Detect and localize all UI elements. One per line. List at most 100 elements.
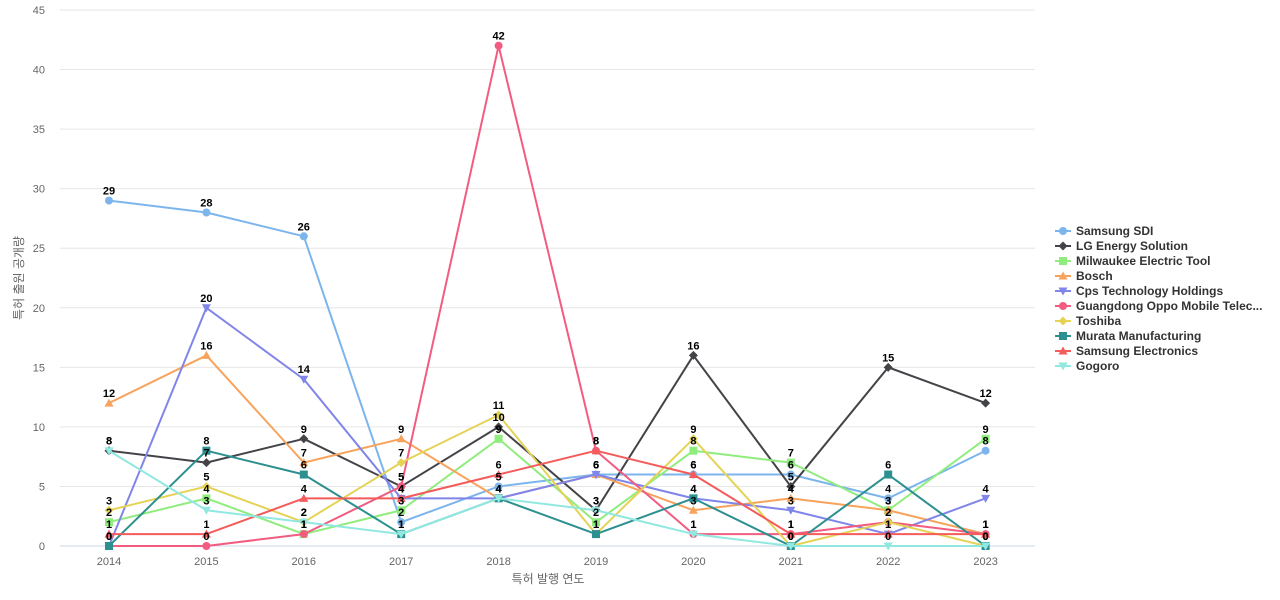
data-point (981, 398, 991, 408)
data-label: 5 (203, 471, 209, 483)
data-point (202, 542, 211, 550)
data-label: 2 (301, 507, 307, 519)
legend-marker (1058, 346, 1068, 355)
data-label: 0 (106, 531, 112, 543)
data-point (883, 362, 893, 372)
data-point (981, 446, 990, 455)
data-label: 6 (690, 460, 696, 472)
data-point (396, 493, 406, 502)
x-tick-label: 2022 (876, 556, 900, 568)
data-point (688, 350, 698, 360)
data-label: 1 (690, 519, 696, 531)
legend-item[interactable]: Gogoro (1055, 359, 1119, 373)
data-label: 3 (398, 495, 404, 507)
legend-marker (1059, 257, 1067, 265)
data-label: 2 (885, 507, 891, 519)
data-label: 3 (593, 495, 599, 507)
data-point (688, 530, 698, 539)
data-point (201, 350, 211, 359)
y-tick-label: 10 (33, 422, 45, 434)
legend-label: Samsung Electronics (1076, 344, 1198, 358)
y-tick-label: 35 (33, 124, 45, 136)
data-label: 6 (593, 460, 599, 472)
data-label: 1 (885, 519, 891, 531)
data-label: 3 (885, 495, 891, 507)
data-label: 10 (492, 412, 504, 424)
data-point (397, 482, 406, 491)
series-line (108, 449, 987, 547)
data-label: 8 (593, 436, 599, 448)
data-point (884, 494, 893, 503)
data-point (786, 506, 796, 515)
series-line (108, 449, 986, 547)
data-label: 4 (690, 483, 697, 495)
data-label: 1 (983, 519, 989, 531)
legend-marker (1058, 316, 1068, 326)
legend-item[interactable]: LG Energy Solution (1055, 239, 1188, 253)
data-label: 26 (298, 221, 310, 233)
data-point (201, 506, 211, 515)
x-tick-label: 2021 (779, 556, 803, 568)
legend-item[interactable]: Toshiba (1055, 314, 1121, 328)
y-tick-label: 15 (33, 362, 45, 374)
legend-item[interactable]: Cps Technology Holdings (1055, 284, 1223, 298)
y-tick-label: 45 (33, 5, 45, 17)
data-point (883, 529, 893, 538)
y-tick-label: 25 (33, 243, 45, 255)
legend-label: Toshiba (1076, 314, 1121, 328)
legend-item[interactable]: Murata Manufacturing (1055, 329, 1201, 343)
data-label: 7 (301, 448, 307, 460)
data-label: 4 (496, 483, 503, 495)
data-label: 2 (106, 507, 112, 519)
data-point (299, 470, 308, 479)
y-axis-ticks: 0 5 10 15 20 25 30 35 40 45 (33, 5, 45, 553)
legend-item[interactable]: Samsung Electronics (1055, 344, 1198, 358)
data-label: 0 (983, 531, 989, 543)
legend-item[interactable]: Milwaukee Electric Tool (1055, 254, 1210, 268)
data-label: 0 (885, 531, 891, 543)
data-label: 0 (106, 531, 112, 543)
data-point (105, 196, 113, 205)
data-point (786, 470, 795, 479)
data-label: 20 (200, 293, 212, 305)
data-point (397, 506, 406, 515)
legend-item[interactable]: Guangdong Oppo Mobile Telec... (1055, 299, 1262, 313)
legend-item[interactable]: Samsung SDI (1055, 224, 1153, 238)
data-point (689, 446, 698, 455)
data-point (299, 493, 309, 502)
data-label: 1 (690, 519, 696, 531)
data-label: 1 (593, 519, 599, 531)
data-label: 3 (203, 495, 209, 507)
legend-label: Guangdong Oppo Mobile Telec... (1076, 299, 1262, 313)
data-point (201, 304, 211, 313)
data-label: 8 (690, 436, 696, 448)
data-label: 1 (398, 519, 404, 531)
legend-marker (1058, 271, 1068, 280)
data-label: 2 (885, 507, 891, 519)
data-point (494, 434, 503, 443)
x-axis-title: 특허 발행 연도 (512, 571, 585, 586)
legend-marker (1059, 302, 1067, 310)
data-label: 3 (885, 495, 891, 507)
data-point (883, 505, 893, 514)
data-label: 6 (690, 460, 696, 472)
data-label: 1 (885, 519, 891, 531)
y-tick-label: 30 (33, 184, 45, 196)
data-point (883, 542, 893, 551)
data-point (396, 530, 406, 539)
data-label: 16 (200, 340, 212, 352)
data-point (299, 232, 308, 241)
data-point (202, 446, 211, 455)
data-point (202, 208, 211, 217)
legend-item[interactable]: Bosch (1055, 269, 1113, 283)
data-point (202, 494, 211, 503)
data-label: 8 (106, 436, 112, 448)
data-label: 9 (496, 424, 502, 436)
data-label: 4 (496, 483, 503, 495)
data-label: 0 (788, 531, 794, 543)
data-point (299, 518, 309, 527)
series-group (104, 41, 991, 551)
data-point (201, 529, 211, 538)
data-point (105, 518, 113, 527)
